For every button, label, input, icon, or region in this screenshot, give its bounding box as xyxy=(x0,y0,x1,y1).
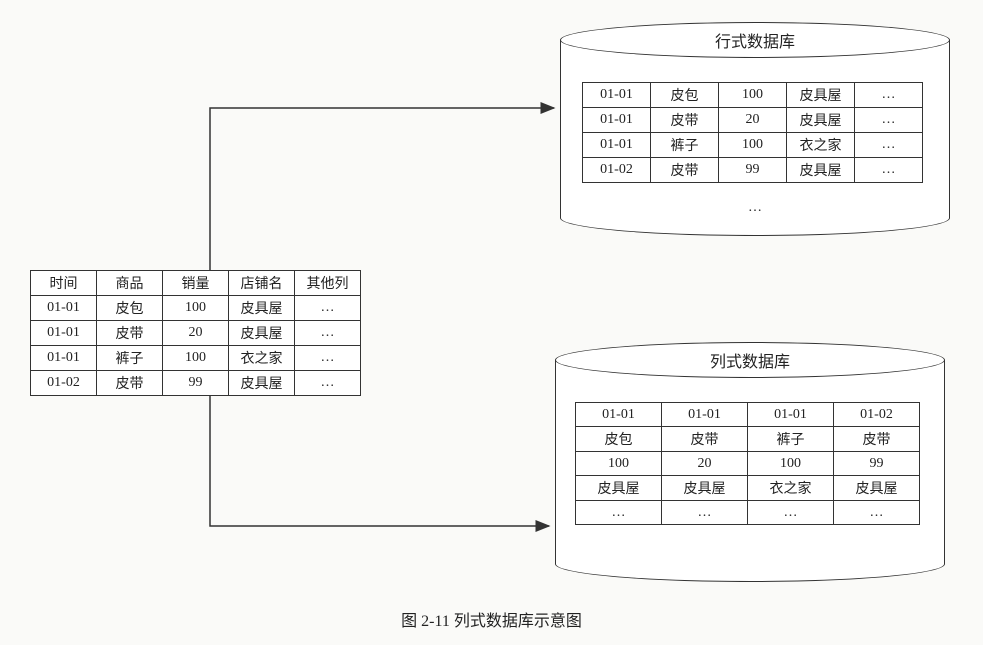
table-row: … … … … xyxy=(576,501,920,525)
table-cell: 皮带 xyxy=(97,371,163,396)
table-row: 100 20 100 99 xyxy=(576,452,920,476)
table-cell: 皮具屋 xyxy=(834,476,920,501)
row-store-db: 行式数据库 01-01 皮包 100 皮具屋 … 01-01 皮带 20 皮具屋… xyxy=(560,22,950,236)
table-cell: 01-02 xyxy=(583,158,651,183)
table-row: 01-01 01-01 01-01 01-02 xyxy=(576,403,920,427)
table-row: 01-02 皮带 99 皮具屋 … xyxy=(583,158,923,183)
table-cell: 皮带 xyxy=(97,321,163,346)
table-row: 01-01 皮包 100 皮具屋 … xyxy=(583,83,923,108)
table-cell: 皮包 xyxy=(576,427,662,452)
table-cell: 01-01 xyxy=(662,403,748,427)
table-cell: 99 xyxy=(719,158,787,183)
source-table: 时间 商品 销量 店铺名 其他列 01-01 皮包 100 皮具屋 … 01-0… xyxy=(30,270,361,396)
table-cell: 皮带 xyxy=(651,158,719,183)
table-row: 01-01 皮带 20 皮具屋 … xyxy=(583,108,923,133)
table-row: 01-02 皮带 99 皮具屋 … xyxy=(31,371,361,396)
table-cell: … xyxy=(295,346,361,371)
table-row: 01-01 皮带 20 皮具屋 … xyxy=(31,321,361,346)
table-cell: 01-01 xyxy=(31,321,97,346)
table-row: 皮包 皮带 裤子 皮带 xyxy=(576,427,920,452)
table-cell: 01-02 xyxy=(834,403,920,427)
table-cell: 01-01 xyxy=(583,108,651,133)
table-cell: 皮带 xyxy=(834,427,920,452)
table-cell: 裤子 xyxy=(748,427,834,452)
table-cell: … xyxy=(855,133,923,158)
table-cell: … xyxy=(576,501,662,525)
table-row: 皮具屋 皮具屋 衣之家 皮具屋 xyxy=(576,476,920,501)
table-cell: 皮具屋 xyxy=(787,108,855,133)
table-cell: 01-01 xyxy=(583,83,651,108)
table-cell: 裤子 xyxy=(97,346,163,371)
table-cell: 皮具屋 xyxy=(662,476,748,501)
table-cell: 100 xyxy=(576,452,662,476)
source-table-header-row: 时间 商品 销量 店铺名 其他列 xyxy=(31,271,361,296)
table-cell: 皮具屋 xyxy=(229,296,295,321)
source-table-header-cell: 商品 xyxy=(97,271,163,296)
table-cell: 皮具屋 xyxy=(229,321,295,346)
table-cell: 01-02 xyxy=(31,371,97,396)
table-cell: 皮具屋 xyxy=(787,158,855,183)
table-cell: 皮带 xyxy=(662,427,748,452)
column-store-table: 01-01 01-01 01-01 01-02 皮包 皮带 裤子 皮带 100 … xyxy=(575,402,920,525)
table-cell: 100 xyxy=(748,452,834,476)
table-cell: 99 xyxy=(834,452,920,476)
diagram-stage: 时间 商品 销量 店铺名 其他列 01-01 皮包 100 皮具屋 … 01-0… xyxy=(0,0,983,645)
source-table-container: 时间 商品 销量 店铺名 其他列 01-01 皮包 100 皮具屋 … 01-0… xyxy=(30,270,361,396)
table-row: 01-01 裤子 100 衣之家 … xyxy=(31,346,361,371)
table-cell: 皮带 xyxy=(651,108,719,133)
table-cell: … xyxy=(295,371,361,396)
table-cell: 100 xyxy=(719,133,787,158)
table-cell: … xyxy=(834,501,920,525)
table-row: 01-01 裤子 100 衣之家 … xyxy=(583,133,923,158)
table-cell: 01-01 xyxy=(576,403,662,427)
row-store-trailing-dots: … xyxy=(560,200,950,216)
column-store-db: 列式数据库 01-01 01-01 01-01 01-02 皮包 皮带 裤子 皮… xyxy=(555,342,945,582)
table-cell: … xyxy=(295,296,361,321)
table-cell: … xyxy=(295,321,361,346)
arrow-to-col-store xyxy=(210,405,549,526)
row-store-table: 01-01 皮包 100 皮具屋 … 01-01 皮带 20 皮具屋 … 01-… xyxy=(582,82,923,183)
table-cell: 01-01 xyxy=(583,133,651,158)
table-cell: 01-01 xyxy=(31,346,97,371)
row-store-db-table-wrap: 01-01 皮包 100 皮具屋 … 01-01 皮带 20 皮具屋 … 01-… xyxy=(582,82,928,183)
table-cell: 20 xyxy=(662,452,748,476)
table-cell: 衣之家 xyxy=(787,133,855,158)
column-store-db-table-wrap: 01-01 01-01 01-01 01-02 皮包 皮带 裤子 皮带 100 … xyxy=(575,402,925,525)
table-cell: … xyxy=(855,83,923,108)
figure-caption: 图 2-11 列式数据库示意图 xyxy=(0,607,983,631)
source-table-header-cell: 其他列 xyxy=(295,271,361,296)
table-cell: 皮具屋 xyxy=(229,371,295,396)
table-cell: 20 xyxy=(163,321,229,346)
table-cell: 皮包 xyxy=(651,83,719,108)
table-cell: 100 xyxy=(719,83,787,108)
table-cell: 99 xyxy=(163,371,229,396)
table-cell: … xyxy=(855,158,923,183)
source-table-header-cell: 时间 xyxy=(31,271,97,296)
table-cell: 01-01 xyxy=(748,403,834,427)
table-cell: 100 xyxy=(163,346,229,371)
table-cell: 皮具屋 xyxy=(576,476,662,501)
table-cell: 皮包 xyxy=(97,296,163,321)
table-cell: … xyxy=(748,501,834,525)
table-cell: 01-01 xyxy=(31,296,97,321)
table-cell: … xyxy=(855,108,923,133)
table-cell: … xyxy=(662,501,748,525)
table-cell: 皮具屋 xyxy=(787,83,855,108)
table-cell: 衣之家 xyxy=(748,476,834,501)
source-table-header-cell: 销量 xyxy=(163,271,229,296)
table-row: 01-01 皮包 100 皮具屋 … xyxy=(31,296,361,321)
table-cell: 20 xyxy=(719,108,787,133)
source-table-header-cell: 店铺名 xyxy=(229,271,295,296)
table-cell: 衣之家 xyxy=(229,346,295,371)
table-cell: 100 xyxy=(163,296,229,321)
row-store-db-title: 行式数据库 xyxy=(560,28,950,52)
column-store-db-title: 列式数据库 xyxy=(555,348,945,372)
table-cell: 裤子 xyxy=(651,133,719,158)
